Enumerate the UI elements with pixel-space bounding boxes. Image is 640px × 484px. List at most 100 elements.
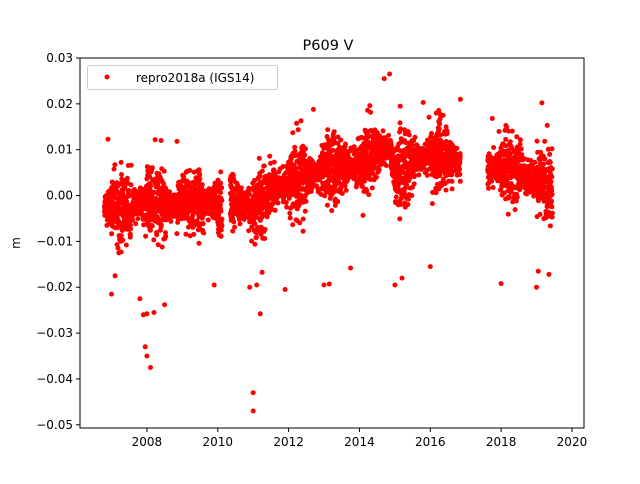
data-point: [151, 237, 157, 243]
data-point: [293, 165, 299, 171]
data-point: [332, 202, 338, 208]
data-point: [397, 216, 403, 222]
data-point-outlier: [137, 296, 143, 302]
data-point: [429, 131, 434, 136]
data-point: [298, 192, 304, 198]
data-point-outlier: [298, 118, 304, 124]
data-point: [258, 224, 264, 230]
data-point: [331, 129, 337, 135]
data-point: [262, 226, 268, 232]
data-point: [280, 164, 286, 170]
data-point-outlier: [112, 273, 118, 279]
data-point: [217, 202, 223, 208]
data-point: [549, 204, 555, 210]
data-point: [505, 211, 511, 217]
legend: repro2018a (IGS14): [87, 65, 278, 90]
data-point: [437, 121, 443, 127]
data-point: [284, 204, 290, 210]
data-point: [405, 196, 411, 202]
legend-marker: [104, 74, 110, 80]
data-point: [297, 220, 303, 226]
data-point: [123, 242, 129, 248]
data-point: [329, 208, 335, 214]
data-point: [322, 193, 328, 199]
data-point: [457, 166, 462, 172]
data-point: [426, 114, 432, 120]
data-point: [440, 177, 446, 182]
data-point: [335, 140, 341, 146]
data-point: [183, 231, 189, 237]
data-point: [449, 178, 455, 184]
data-points: [101, 71, 555, 414]
data-point: [271, 159, 277, 165]
data-point: [296, 202, 302, 208]
data-point: [126, 187, 131, 193]
data-point: [504, 124, 510, 130]
x-tick-label: 2014: [344, 435, 375, 449]
data-point-outlier: [420, 100, 426, 105]
data-point: [404, 182, 409, 188]
y-tick-label: 0.01: [46, 143, 73, 157]
data-point: [122, 184, 128, 190]
data-point: [261, 163, 267, 169]
data-point: [175, 219, 181, 225]
chart-title: P609 V: [303, 38, 354, 54]
data-point: [218, 233, 224, 239]
data-point-outlier: [148, 365, 153, 370]
data-point: [546, 209, 552, 215]
data-point-outlier: [151, 310, 157, 315]
data-point: [219, 216, 225, 222]
data-point-outlier: [539, 100, 545, 106]
data-point: [109, 231, 115, 237]
data-point: [366, 192, 372, 198]
data-point: [549, 210, 555, 216]
y-tick-label: −0.03: [36, 326, 73, 340]
data-point: [205, 217, 211, 223]
data-point: [219, 222, 225, 228]
data-point: [154, 232, 160, 238]
data-point-outlier: [381, 76, 387, 82]
data-point-outlier: [174, 138, 180, 144]
data-point: [238, 185, 244, 191]
data-point: [260, 186, 266, 192]
data-point: [386, 132, 392, 138]
data-point: [219, 185, 225, 191]
data-point: [252, 221, 258, 227]
data-point: [133, 221, 139, 227]
data-point: [149, 165, 155, 171]
data-point: [257, 173, 263, 179]
data-point: [302, 152, 308, 158]
data-point: [300, 216, 306, 222]
data-point: [127, 234, 133, 240]
data-point: [412, 134, 418, 140]
x-tick-label: 2020: [557, 435, 588, 449]
data-point: [191, 209, 197, 215]
data-point: [118, 233, 124, 239]
data-point: [120, 237, 126, 243]
data-point: [532, 159, 538, 165]
data-point: [542, 156, 548, 162]
data-point: [115, 245, 121, 251]
data-point: [489, 178, 495, 184]
data-point-outlier: [457, 96, 463, 102]
data-point: [416, 172, 422, 178]
data-point: [199, 215, 205, 221]
data-point: [153, 209, 159, 215]
data-point: [338, 137, 344, 143]
data-point: [119, 172, 124, 177]
data-point: [547, 160, 553, 165]
data-point: [231, 219, 237, 225]
data-point: [549, 166, 555, 172]
data-point: [337, 144, 342, 150]
data-point-outlier: [142, 344, 148, 350]
data-point: [409, 193, 415, 198]
data-point: [373, 174, 379, 180]
data-point: [397, 120, 403, 126]
data-point: [360, 212, 366, 218]
data-point: [506, 128, 512, 134]
y-tick-label: −0.02: [36, 280, 73, 294]
data-point: [512, 207, 518, 213]
data-point: [352, 174, 358, 180]
data-point: [290, 222, 296, 228]
